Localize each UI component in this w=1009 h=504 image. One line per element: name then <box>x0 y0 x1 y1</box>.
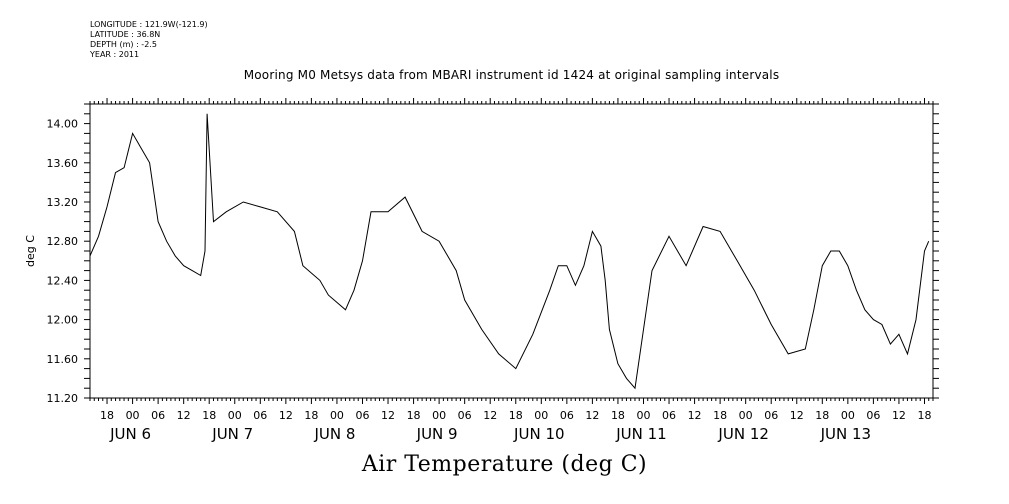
x-hour-label: 06 <box>151 409 165 422</box>
latitude-label: LATITUDE : 36.8N <box>90 30 161 39</box>
x-hour-label: 06 <box>355 409 369 422</box>
x-day-label: JUN 9 <box>416 425 458 443</box>
x-hour-label: 06 <box>458 409 472 422</box>
x-axis-caption: Air Temperature (deg C) <box>361 452 648 477</box>
x-day-label: JUN 11 <box>615 425 666 443</box>
longitude-label: LONGITUDE : 121.9W(-121.9) <box>90 20 208 29</box>
x-hour-label: 06 <box>764 409 778 422</box>
y-tick-label: 13.60 <box>47 157 79 170</box>
x-hour-label: 12 <box>279 409 293 422</box>
x-hour-label: 12 <box>790 409 804 422</box>
x-day-label: JUN 8 <box>313 425 355 443</box>
x-axis: 18 00 06 12 18 00 06 12 18 00 06 12 18 00 06 12 18 00 06 12… <box>89 98 934 443</box>
x-hour-label: 00 <box>228 409 242 422</box>
x-hour-label: 12 <box>892 409 906 422</box>
x-hour-label: 00 <box>739 409 753 422</box>
x-day-label: JUN 12 <box>717 425 768 443</box>
y-tick-label: 12.40 <box>47 274 79 287</box>
y-axis: 11.20 11.60 12.00 12.40 12.80 13.20 13.60 14.00 <box>47 103 939 405</box>
x-hour-label: 18 <box>713 409 727 422</box>
x-hour-label: 00 <box>126 409 140 422</box>
x-hour-label: 18 <box>917 409 931 422</box>
x-hour-label: 12 <box>688 409 702 422</box>
y-tick-label: 12.80 <box>47 235 79 248</box>
x-hour-label: 00 <box>432 409 446 422</box>
x-day-label: JUN 13 <box>820 425 871 443</box>
x-day-label: JUN 7 <box>211 425 253 443</box>
y-tick-label: 14.00 <box>47 118 79 131</box>
depth-label: DEPTH (m) : -2.5 <box>90 40 157 49</box>
x-day-label: JUN 6 <box>109 425 151 443</box>
plot-frame <box>89 103 934 399</box>
chart-title: Mooring M0 Metsys data from MBARI instru… <box>243 68 780 82</box>
year-label: YEAR : 2011 <box>90 50 140 59</box>
x-hour-label: 00 <box>534 409 548 422</box>
x-hour-label: 12 <box>177 409 191 422</box>
y-tick-label: 12.00 <box>47 314 79 327</box>
x-day-label: JUN 10 <box>513 425 564 443</box>
x-hour-label: 18 <box>304 409 318 422</box>
x-hour-label: 18 <box>100 409 114 422</box>
series-line-air-temperature <box>89 113 930 390</box>
x-hour-label: 18 <box>815 409 829 422</box>
x-hour-label: 06 <box>253 409 267 422</box>
x-hour-label: 12 <box>381 409 395 422</box>
metadata-block: LONGITUDE : 121.9W(-121.9) LATITUDE : 36… <box>90 20 208 60</box>
x-hour-label: 06 <box>866 409 880 422</box>
x-hour-label: 00 <box>841 409 855 422</box>
x-hour-label: 06 <box>560 409 574 422</box>
x-hour-label: 00 <box>636 409 650 422</box>
y-tick-label: 11.20 <box>47 392 79 405</box>
y-tick-label: 13.20 <box>47 196 79 209</box>
x-hour-label: 18 <box>407 409 421 422</box>
y-axis-label: deg C <box>24 235 37 267</box>
x-hour-label: 18 <box>611 409 625 422</box>
x-hour-label: 12 <box>585 409 599 422</box>
x-hour-label: 18 <box>509 409 523 422</box>
x-hour-label: 18 <box>202 409 216 422</box>
x-hour-label: 06 <box>662 409 676 422</box>
y-tick-label: 11.60 <box>47 353 79 366</box>
x-hour-label: 00 <box>330 409 344 422</box>
x-hour-label: 12 <box>483 409 497 422</box>
